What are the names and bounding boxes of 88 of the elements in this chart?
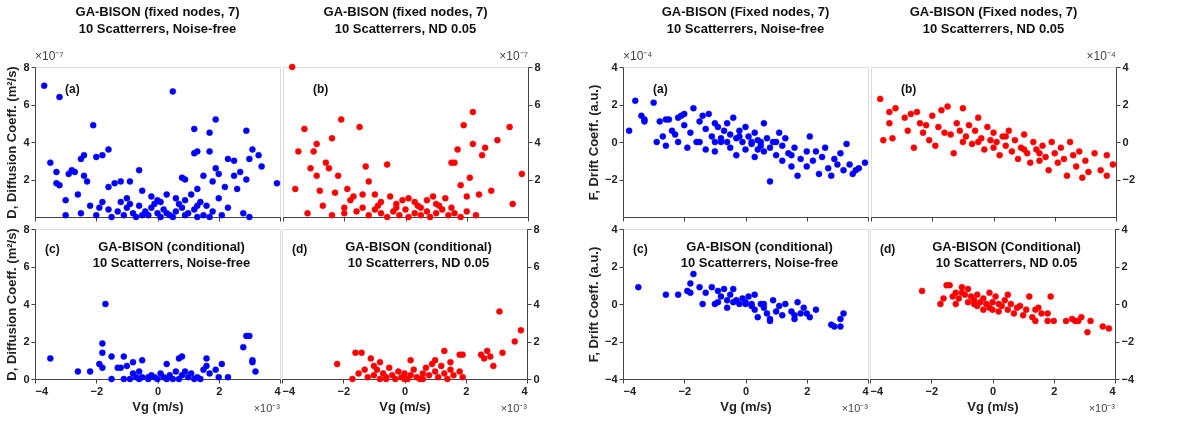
x-axis-title: Vg (m/s) [379, 398, 431, 414]
x-axis-title: Vg (m/s) [720, 398, 772, 414]
x-tick-label: 0 [742, 384, 750, 397]
y-tick-label: 2 [611, 98, 618, 110]
text: ×10⁻⁴ [1086, 49, 1116, 63]
y-tick-label: 6 [533, 260, 540, 272]
y-tick-label: −2 [1121, 335, 1135, 347]
y-tick-label: 4 [1121, 222, 1129, 235]
text: ×10⁻³ [1088, 402, 1116, 414]
annotation: (a) [653, 82, 668, 96]
y-tick-label: −4 [604, 372, 619, 385]
x-tick-label: −2 [678, 384, 692, 397]
x-tick-label: 4 [274, 384, 282, 397]
x-tick-label: 0 [989, 384, 997, 397]
y-tick-label: 2 [534, 173, 541, 185]
y-tick-label: 8 [534, 60, 541, 73]
x-tick-label: 4 [862, 384, 870, 397]
x-tick-label: 0 [401, 384, 409, 397]
x-tick-label: 0 [154, 384, 162, 397]
annotation: (c) [45, 242, 60, 256]
x-tick-label: 4 [1109, 384, 1117, 397]
y-tick-label: 2 [533, 335, 540, 347]
y-tick-label: 8 [23, 60, 30, 73]
y-tick-label: 0 [611, 135, 618, 148]
text: GA-BISON (Conditional) 10 Scatterrers, ND 0.05 [932, 239, 1081, 270]
x-tick-label: 4 [521, 384, 529, 397]
x-tick-label: −4 [870, 384, 884, 397]
y-tick-label: 4 [534, 135, 542, 148]
y-tick-label: −4 [1121, 372, 1135, 385]
x-tick-label: 2 [463, 384, 470, 397]
y-tick-label: 8 [533, 222, 540, 235]
annotation: (a) [65, 82, 80, 96]
x-tick-label: −2 [925, 384, 939, 397]
text: GA-BISON (conditional) 10 Scatterrers, Noise-free [92, 239, 251, 270]
y-tick-label: 4 [611, 222, 619, 235]
y-tick-label: 8 [23, 222, 30, 235]
y-tick-label: 4 [1122, 60, 1130, 73]
y-tick-label: 6 [23, 260, 30, 272]
y-tick-label: 0 [1121, 297, 1128, 310]
y-tick-label: 2 [23, 335, 30, 347]
text: GA-BISON (conditional) 10 Scatterrers, Noise-free [680, 239, 839, 270]
y-tick-label: −2 [604, 173, 618, 185]
y-tick-label: 6 [534, 98, 541, 110]
annotation: (b) [901, 82, 917, 96]
annotation: (d) [292, 242, 308, 256]
y-tick-label: 0 [23, 372, 30, 385]
y-tick-label: 6 [23, 98, 30, 110]
text: ×10⁻⁷ [35, 49, 64, 63]
y-tick-label: 0 [611, 297, 618, 310]
y-tick-label: 4 [611, 60, 619, 73]
y-tick-label: 4 [533, 297, 541, 310]
y-axis-title: F, Drift Coeff. (a.u.) [585, 84, 601, 201]
y-tick-label: −2 [1122, 173, 1136, 185]
chart-title: GA-BISON (fixed nodes, 7) 10 Scatterrers, Noise-free [75, 4, 240, 36]
x-tick-label: −4 [35, 384, 49, 397]
x-axis-title: Vg (m/s) [967, 398, 1019, 414]
y-axis-title: D, Diffusion Coeff. (m²/s) [4, 228, 20, 381]
text: GA-BISON (conditional) 10 Scatterrers, ND 0.05 [345, 239, 492, 270]
text: ×10⁻⁴ [623, 49, 653, 63]
text: ×10⁻³ [500, 402, 528, 414]
annotation: (d) [880, 242, 896, 256]
y-tick-label: −2 [604, 335, 618, 347]
x-tick-label: −2 [90, 384, 104, 397]
annotation: (c) [633, 242, 648, 256]
y-tick-label: 2 [611, 260, 618, 272]
y-axis-title: D, Diffusion Coeff. (m²/s) [4, 66, 20, 219]
y-tick-label: 0 [1122, 135, 1129, 148]
y-tick-label: 2 [1122, 98, 1129, 110]
y-tick-label: 0 [533, 372, 540, 385]
chart-title: GA-BISON (Fixed nodes, 7) 10 Scatterrers, ND 0.05 [909, 4, 1078, 36]
x-tick-label: −4 [282, 384, 296, 397]
text: ×10⁻³ [253, 402, 281, 414]
y-axis-title: F, Drift Coeff. (a.u.) [585, 246, 601, 363]
x-tick-label: 2 [216, 384, 223, 397]
y-tick-label: 4 [23, 297, 31, 310]
chart-title: GA-BISON (Fixed nodes, 7) 10 Scatterrers, Noise-free [661, 4, 830, 36]
x-tick-label: 2 [1051, 384, 1058, 397]
annotation: (b) [313, 82, 329, 96]
text: ×10⁻³ [841, 402, 869, 414]
y-tick-label: 2 [1121, 260, 1128, 272]
x-axis-title: Vg (m/s) [132, 398, 184, 414]
text: ×10⁻⁷ [499, 49, 528, 63]
x-tick-label: −4 [623, 384, 637, 397]
x-tick-label: 2 [804, 384, 811, 397]
x-tick-label: −2 [337, 384, 351, 397]
y-tick-label: 4 [23, 135, 31, 148]
y-tick-label: 2 [23, 173, 30, 185]
chart-title: GA-BISON (fixed nodes, 7) 10 Scatterrers, ND 0.05 [323, 4, 488, 36]
